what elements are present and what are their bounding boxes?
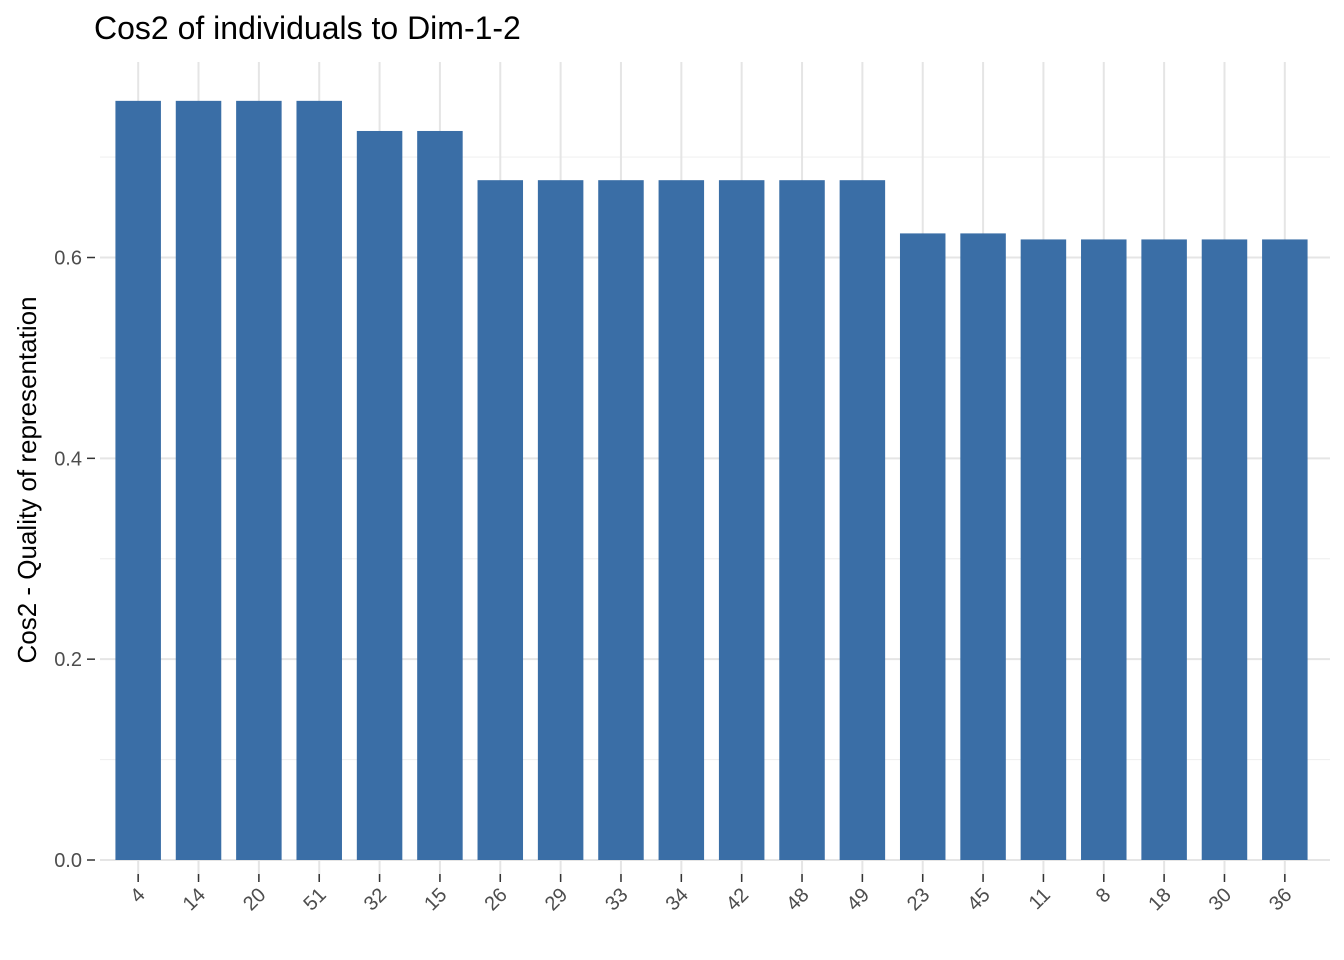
x-tick-label: 29	[541, 884, 572, 915]
bar-42	[718, 180, 765, 860]
x-tick-label: 34	[662, 884, 693, 915]
x-tick-label: 48	[782, 884, 813, 915]
x-tick-label: 4	[126, 884, 149, 907]
x-tick-label: 51	[299, 884, 330, 915]
x-tick-label: 14	[179, 884, 210, 915]
x-tick-label: 32	[360, 884, 391, 915]
bar-34	[658, 180, 705, 860]
chart-title: Cos2 of individuals to Dim-1-2	[94, 10, 521, 46]
x-tick-label: 42	[722, 884, 753, 915]
x-tick-label: 26	[481, 884, 512, 915]
bar-32	[356, 130, 403, 861]
x-tick-label: 30	[1205, 884, 1236, 915]
bar-15	[417, 130, 463, 861]
bar-30	[1201, 239, 1248, 861]
y-tick-label: 0.4	[54, 448, 82, 470]
bar-51	[296, 100, 342, 861]
bar-45	[960, 233, 1006, 860]
x-tick-label: 20	[239, 884, 270, 915]
bar-14	[175, 100, 222, 861]
y-tick-label: 0.6	[54, 248, 82, 270]
x-tick-label: 15	[420, 884, 451, 915]
x-tick-label: 49	[843, 884, 874, 915]
bar-36	[1262, 239, 1308, 861]
x-tick-label: 23	[903, 884, 934, 915]
x-tick-label: 18	[1144, 884, 1175, 915]
x-tick-label: 33	[601, 884, 632, 915]
x-tick-label: 36	[1265, 884, 1296, 915]
bar-4	[115, 100, 161, 861]
bar-26	[477, 180, 524, 860]
x-tick-label: 8	[1092, 884, 1115, 907]
x-tick-label: 11	[1025, 884, 1055, 914]
x-tick-label: 45	[963, 884, 994, 915]
bar-20	[236, 100, 282, 861]
y-tick-label: 0.2	[54, 649, 82, 671]
bar-11	[1020, 239, 1067, 861]
bar-8	[1081, 239, 1127, 861]
bars	[115, 100, 1308, 861]
bar-49	[839, 180, 886, 860]
bar-48	[779, 180, 825, 860]
bar-33	[598, 180, 644, 860]
y-tick-label: 0.0	[54, 850, 82, 872]
y-axis-label: Cos2 - Quality of representation	[12, 296, 42, 663]
bar-18	[1141, 239, 1187, 861]
bar-23	[899, 233, 946, 860]
bar-29	[537, 180, 584, 860]
